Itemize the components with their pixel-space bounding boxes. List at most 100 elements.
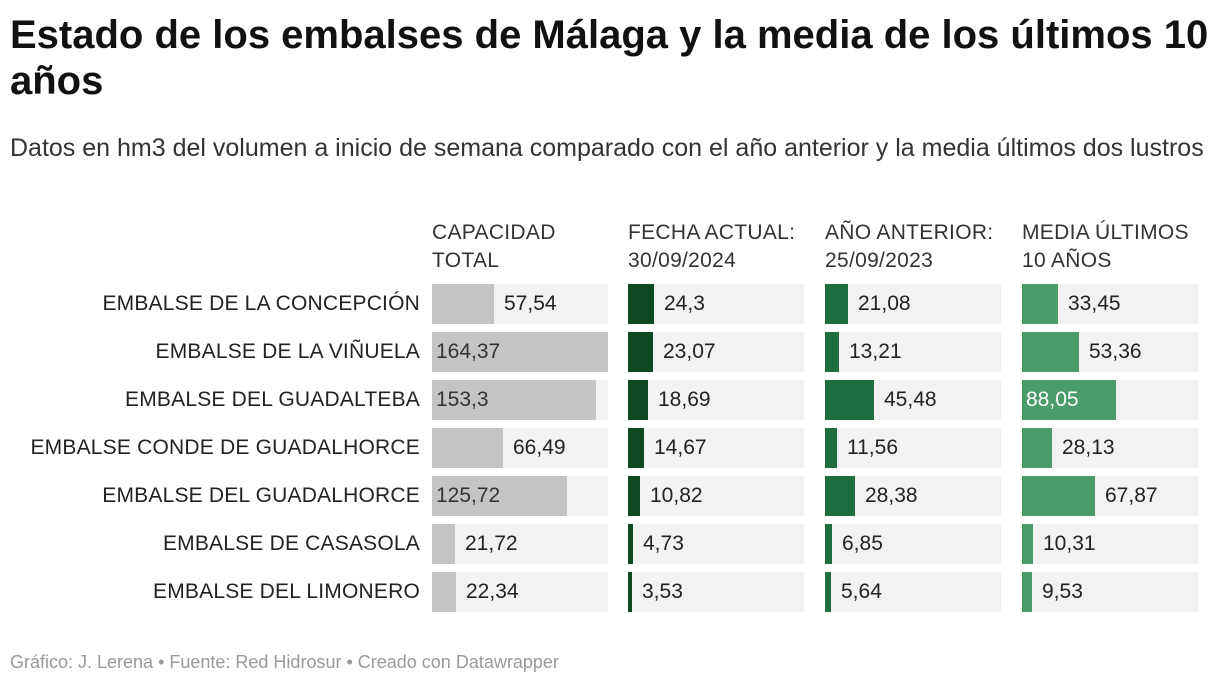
row-label-embalse-del-limonero: EMBALSE DEL LIMONERO [153, 580, 420, 603]
column-header-line: AÑO ANTERIOR: [825, 221, 994, 244]
bar-track: 3,53 [628, 572, 804, 612]
bar-ano-anterior-embalse-de-casasola [825, 524, 832, 564]
value-label: 125,72 [436, 484, 501, 507]
value-label: 24,3 [664, 292, 705, 315]
chart-subtitle: Datos en hm3 del volumen a inicio de sem… [10, 134, 1204, 162]
value-label: 33,45 [1068, 292, 1121, 315]
bar-track: 33,45 [1022, 284, 1198, 324]
bar-capacidad-embalse-de-la-vinuela [432, 332, 608, 372]
value-label: 13,21 [849, 340, 902, 363]
bar-capacidad-embalse-del-limonero [432, 572, 456, 612]
bar-ano-anterior-embalse-del-limonero [825, 572, 831, 612]
bar-fecha-actual-embalse-del-limonero [628, 572, 632, 612]
bar-ano-anterior-embalse-del-guadalteba [825, 380, 874, 420]
bar-ano-anterior-embalse-de-la-concepcion [825, 284, 848, 324]
bar-track: 28,38 [825, 476, 1001, 516]
value-label: 4,73 [643, 532, 684, 555]
footer-credits: Gráfico: J. Lerena • Fuente: Red Hidrosu… [10, 652, 559, 672]
value-label: 88,05 [1026, 388, 1079, 411]
bar-track: 10,82 [628, 476, 804, 516]
column-header-line: 30/09/2024 [628, 249, 737, 272]
column-header-line: FECHA ACTUAL: [628, 221, 796, 244]
value-label: 53,36 [1089, 340, 1142, 363]
bar-fecha-actual-embalse-del-guadalteba [628, 380, 648, 420]
bar-capacidad-embalse-del-guadalteba [432, 380, 596, 420]
value-label: 10,82 [650, 484, 703, 507]
row-label-embalse-conde-de-guadalhorce: EMBALSE CONDE DE GUADALHORCE [30, 436, 420, 459]
value-label: 21,72 [465, 532, 518, 555]
bar-track: 153,3 [432, 380, 608, 420]
value-label: 28,38 [865, 484, 918, 507]
bar-capacidad-embalse-conde-de-guadalhorce [432, 428, 503, 468]
bar-track: 28,13 [1022, 428, 1198, 468]
value-label: 57,54 [504, 292, 557, 315]
bar-track: 10,31 [1022, 524, 1198, 564]
value-label: 164,37 [436, 340, 501, 363]
bar-fecha-actual-embalse-del-guadalhorce [628, 476, 640, 516]
bar-fecha-actual-embalse-de-casasola [628, 524, 633, 564]
bar-capacidad-embalse-de-casasola [432, 524, 455, 564]
bar-track: 67,87 [1022, 476, 1198, 516]
bar-media-ultimos-embalse-de-la-vinuela [1022, 332, 1079, 372]
column-header-fecha-actual: FECHA ACTUAL: 30/09/2024 [628, 219, 795, 275]
value-label: 11,56 [847, 436, 898, 459]
bar-track: 164,37 [432, 332, 608, 372]
bar-capacidad-embalse-del-guadalhorce [432, 476, 567, 516]
bar-ano-anterior-embalse-del-guadalhorce [825, 476, 855, 516]
row-label-embalse-del-guadalhorce: EMBALSE DEL GUADALHORCE [102, 484, 420, 507]
bar-track: 45,48 [825, 380, 1001, 420]
value-label: 28,13 [1062, 436, 1115, 459]
bar-track: 9,53 [1022, 572, 1198, 612]
value-label: 21,08 [858, 292, 911, 315]
row-label-embalse-de-la-vinuela: EMBALSE DE LA VIÑUELA [155, 340, 420, 363]
column-header-line: TOTAL [432, 249, 500, 272]
bar-track: 66,49 [432, 428, 608, 468]
bar-track: 125,72 [432, 476, 608, 516]
value-label: 66,49 [513, 436, 566, 459]
bar-track: 4,73 [628, 524, 804, 564]
row-label-embalse-del-guadalteba: EMBALSE DEL GUADALTEBA [125, 388, 420, 411]
bar-ano-anterior-embalse-de-la-vinuela [825, 332, 839, 372]
bar-fecha-actual-embalse-conde-de-guadalhorce [628, 428, 644, 468]
value-label: 14,67 [654, 436, 707, 459]
bar-media-ultimos-embalse-del-guadalhorce [1022, 476, 1095, 516]
value-label: 9,53 [1042, 580, 1083, 603]
bar-track: 24,3 [628, 284, 804, 324]
bar-media-ultimos-embalse-de-la-concepcion [1022, 284, 1058, 324]
bar-track: 53,36 [1022, 332, 1198, 372]
bar-track: 22,34 [432, 572, 608, 612]
bar-track: 57,54 [432, 284, 608, 324]
value-label: 3,53 [642, 580, 683, 603]
column-header-capacidad: CAPACIDAD TOTAL [432, 219, 556, 275]
column-header-line: CAPACIDAD [432, 221, 556, 244]
bar-track: 14,67 [628, 428, 804, 468]
value-label: 22,34 [466, 580, 519, 603]
bar-track: 6,85 [825, 524, 1001, 564]
bar-media-ultimos-embalse-del-limonero [1022, 572, 1032, 612]
value-label: 23,07 [663, 340, 716, 363]
bar-track: 11,56 [825, 428, 1001, 468]
column-header-line: 10 AÑOS [1022, 249, 1112, 272]
value-label: 5,64 [841, 580, 882, 603]
value-label: 6,85 [842, 532, 883, 555]
bar-track: 13,21 [825, 332, 1001, 372]
row-label-embalse-de-la-concepcion: EMBALSE DE LA CONCEPCIÓN [102, 292, 420, 315]
row-label-embalse-de-casasola: EMBALSE DE CASASOLA [162, 532, 420, 555]
column-header-ano-anterior: AÑO ANTERIOR: 25/09/2023 [825, 219, 993, 275]
bar-track: 23,07 [628, 332, 804, 372]
bar-track: 5,64 [825, 572, 1001, 612]
bar-capacidad-embalse-de-la-concepcion [432, 284, 494, 324]
chart-title: Estado de los embalses de Málaga y la me… [10, 13, 1209, 103]
bar-fecha-actual-embalse-de-la-concepcion [628, 284, 654, 324]
value-label: 18,69 [658, 388, 711, 411]
column-header-line: MEDIA ÚLTIMOS [1022, 221, 1189, 244]
bar-track: 88,05 [1022, 380, 1198, 420]
bar-track: 21,08 [825, 284, 1001, 324]
bar-track: 18,69 [628, 380, 804, 420]
bar-fecha-actual-embalse-de-la-vinuela [628, 332, 653, 372]
bar-track: 21,72 [432, 524, 608, 564]
value-label: 45,48 [884, 388, 937, 411]
bar-ano-anterior-embalse-conde-de-guadalhorce [825, 428, 837, 468]
bar-media-ultimos-embalse-conde-de-guadalhorce [1022, 428, 1052, 468]
value-label: 67,87 [1105, 484, 1158, 507]
